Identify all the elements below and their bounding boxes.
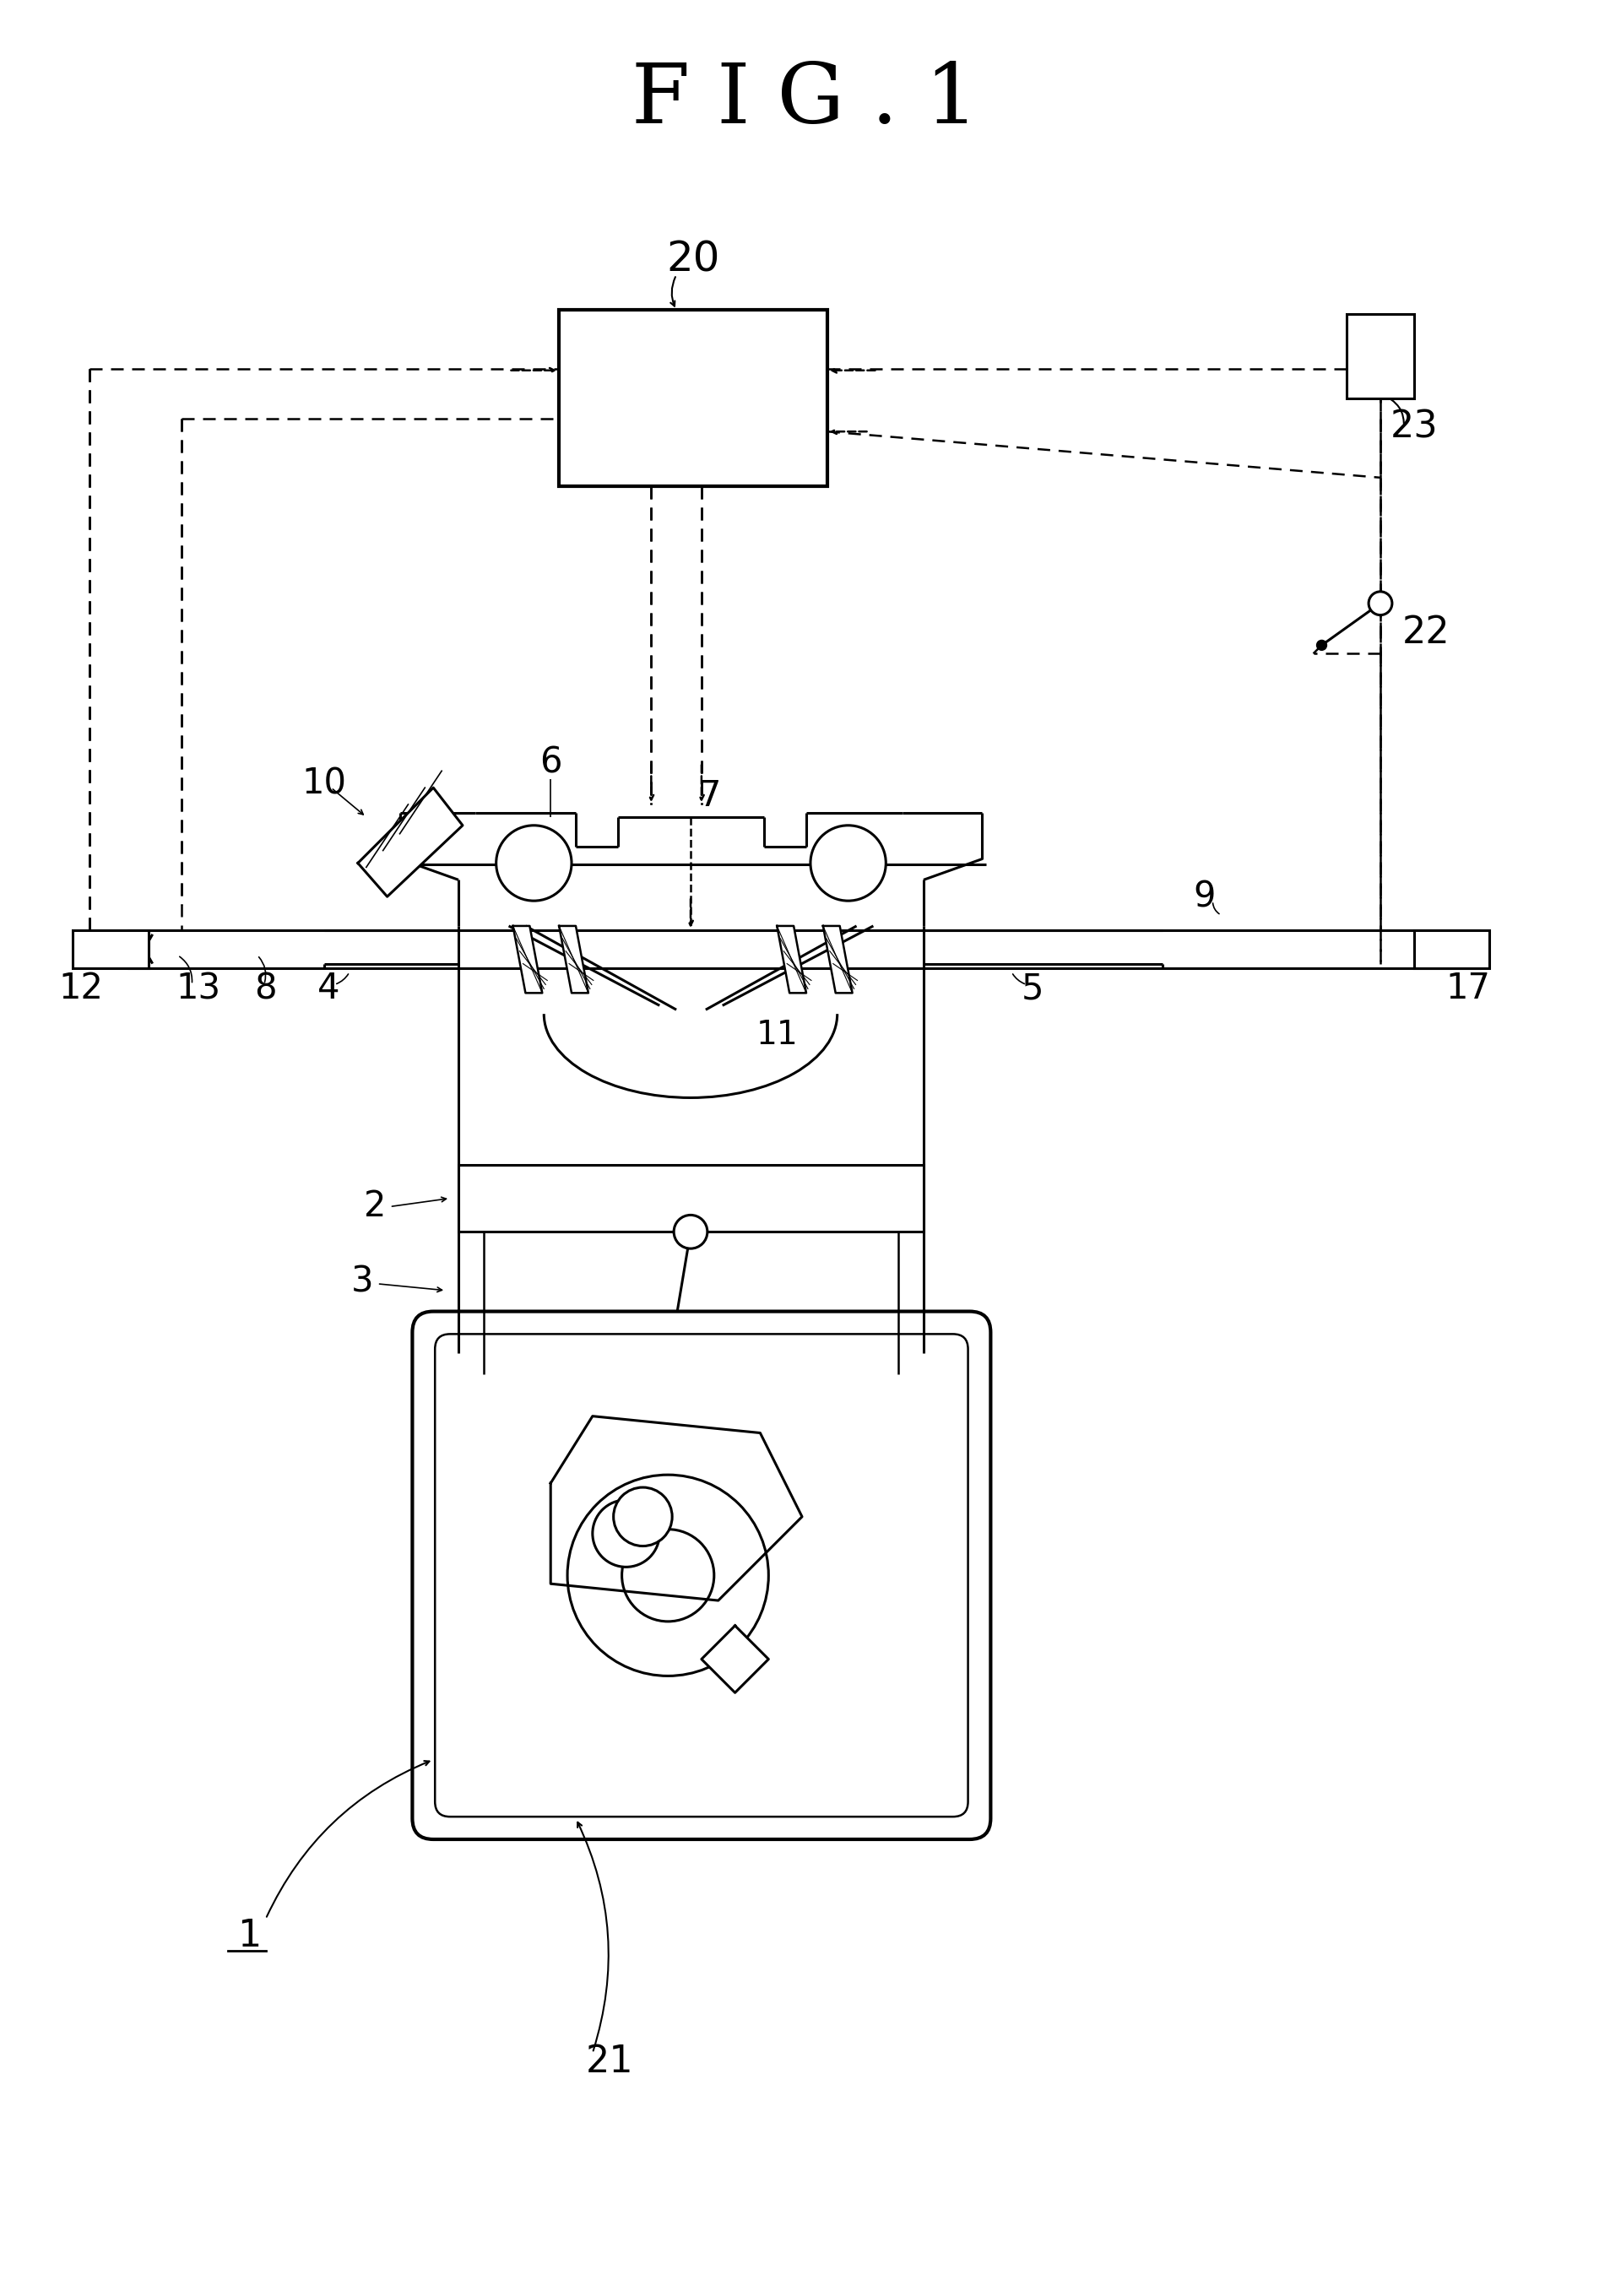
Polygon shape <box>702 1626 768 1692</box>
Text: 22: 22 <box>1402 615 1451 650</box>
Text: 6: 6 <box>539 744 562 781</box>
Text: 12: 12 <box>60 971 103 1006</box>
Text: 2: 2 <box>364 1189 386 1224</box>
Polygon shape <box>559 925 588 992</box>
Polygon shape <box>514 925 543 992</box>
Bar <box>1414 930 1489 969</box>
Circle shape <box>567 1474 768 1676</box>
FancyBboxPatch shape <box>435 1334 968 1816</box>
Bar <box>1348 315 1414 397</box>
Bar <box>459 1164 924 1231</box>
Circle shape <box>1369 592 1393 615</box>
Circle shape <box>1317 641 1327 650</box>
Text: 9: 9 <box>1193 879 1216 914</box>
Circle shape <box>496 824 572 900</box>
Text: 20: 20 <box>667 239 720 280</box>
Bar <box>72 930 148 969</box>
Polygon shape <box>823 925 852 992</box>
Text: 11: 11 <box>757 1019 799 1052</box>
Polygon shape <box>778 925 807 992</box>
Text: 10: 10 <box>303 767 346 801</box>
Text: 8: 8 <box>254 971 277 1006</box>
Circle shape <box>621 1529 715 1621</box>
Text: 17: 17 <box>1446 971 1491 1006</box>
Polygon shape <box>551 1417 802 1600</box>
Text: F I G . 1: F I G . 1 <box>631 60 979 140</box>
Circle shape <box>675 1215 707 1249</box>
Circle shape <box>613 1488 671 1545</box>
Text: 5: 5 <box>1021 971 1043 1006</box>
Polygon shape <box>357 788 462 898</box>
Text: 7: 7 <box>699 778 721 813</box>
Text: 23: 23 <box>1389 409 1438 445</box>
FancyBboxPatch shape <box>412 1311 990 1839</box>
Text: 3: 3 <box>351 1265 374 1300</box>
Text: 1: 1 <box>237 1917 261 1954</box>
Text: 21: 21 <box>586 2043 633 2080</box>
Text: 4: 4 <box>317 971 340 1006</box>
Text: 13: 13 <box>175 971 221 1006</box>
Circle shape <box>592 1499 660 1566</box>
Bar <box>559 310 828 487</box>
Circle shape <box>810 824 886 900</box>
